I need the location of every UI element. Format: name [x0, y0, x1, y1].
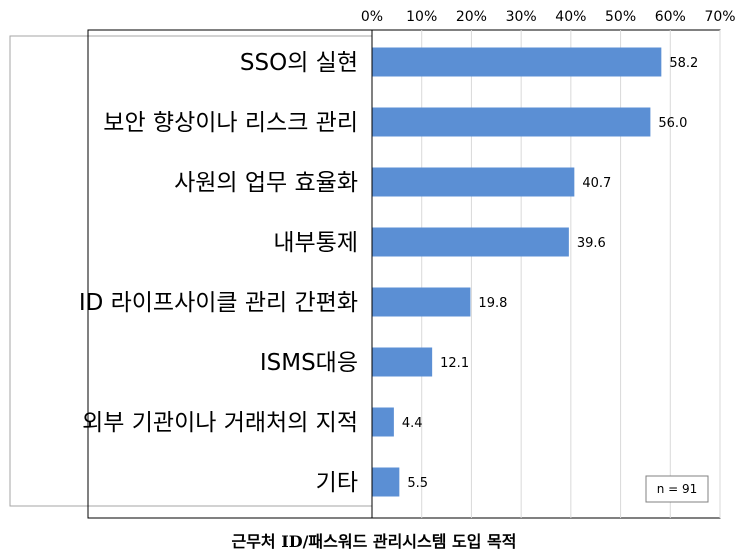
value-label: 19.8	[478, 296, 507, 311]
x-tick-label: 20%	[456, 9, 487, 25]
x-tick-label: 40%	[555, 9, 586, 25]
x-tick-label: 70%	[704, 9, 735, 25]
value-label: 5.5	[407, 476, 428, 491]
bar	[372, 467, 400, 497]
x-axis-ticks: 0% 10% 20% 30% 40% 50% 60% 70%	[361, 9, 736, 25]
x-tick-label: 60%	[655, 9, 686, 25]
value-label: 58.2	[669, 56, 698, 71]
chart-caption: 근무처 ID/패스워드 관리시스템 도입 목적	[231, 532, 517, 551]
note-text: n = 91	[657, 482, 698, 496]
value-labels: 58.2 56.0 40.7 39.6 19.8 12.1 4.4 5.5	[402, 56, 698, 491]
bar	[372, 407, 394, 437]
value-label: 40.7	[582, 176, 611, 191]
note-box: n = 91	[645, 475, 709, 503]
bar	[372, 287, 471, 317]
bar	[372, 167, 575, 197]
category-label: 기타	[316, 470, 358, 496]
category-label: ISMS대응	[260, 350, 358, 376]
value-label: 12.1	[440, 356, 469, 371]
bar	[372, 347, 433, 377]
x-tick-label: 30%	[506, 9, 537, 25]
x-tick-label: 50%	[605, 9, 636, 25]
x-tick-label: 10%	[406, 9, 437, 25]
value-label: 56.0	[658, 116, 687, 131]
value-label: 4.4	[402, 416, 423, 431]
bars	[372, 47, 662, 497]
category-label: 사원의 업무 효율화	[174, 170, 358, 196]
bar	[372, 227, 569, 257]
x-tick-label: 0%	[361, 9, 383, 25]
label-box	[9, 35, 373, 507]
note-frame	[645, 475, 709, 503]
category-label: 내부통제	[273, 230, 358, 256]
bar	[372, 107, 651, 137]
category-label: SSO의 실현	[240, 50, 358, 76]
bar	[372, 47, 662, 77]
category-label: 보안 향상이나 리스크 관리	[103, 110, 358, 136]
category-label: ID 라이프사이클 관리 간편화	[79, 290, 358, 316]
grid	[421, 30, 721, 518]
category-label: 외부 기관이나 거래처의 지적	[82, 410, 358, 436]
value-label: 39.6	[577, 236, 606, 251]
